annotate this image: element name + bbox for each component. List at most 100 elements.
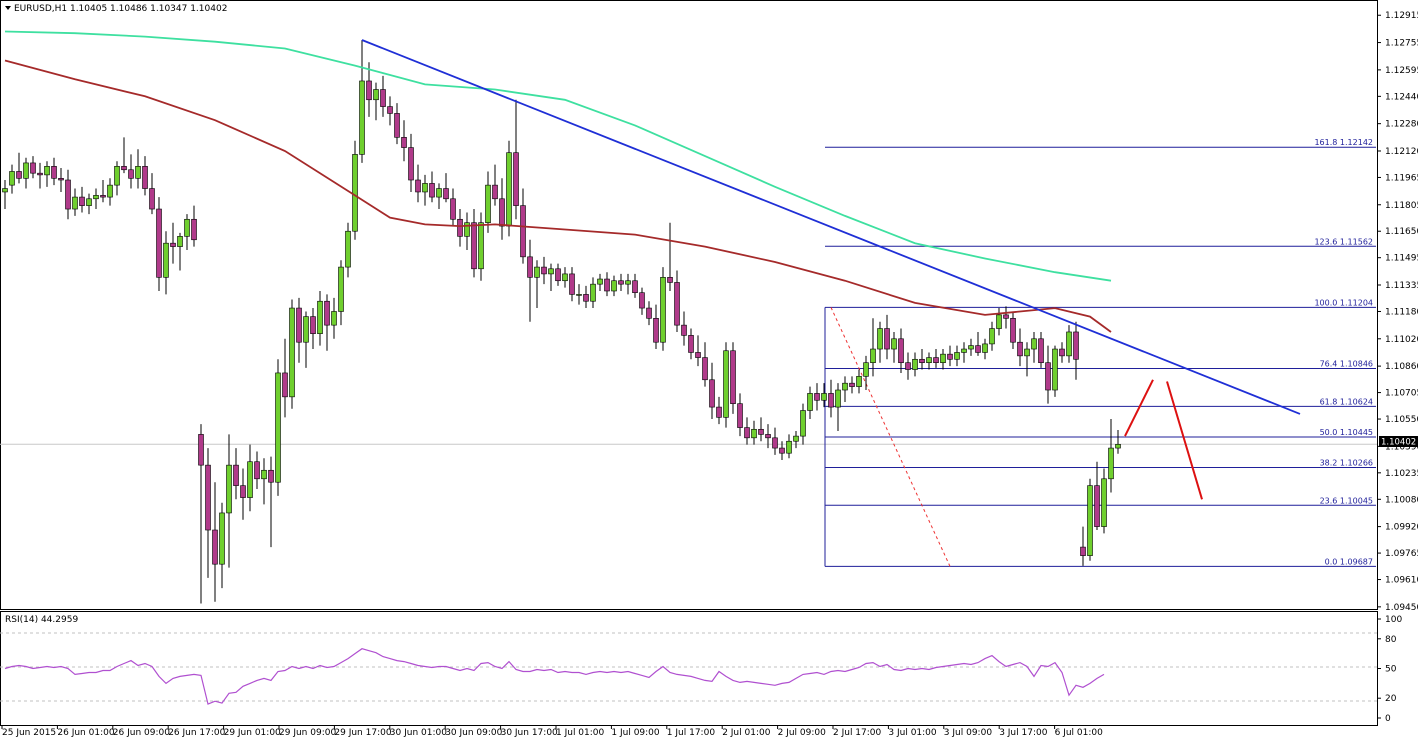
bull-candle — [163, 242, 169, 278]
bull-candle — [1087, 485, 1093, 556]
bear-candle — [569, 273, 575, 295]
bear-candle — [30, 162, 36, 174]
bear-candle — [240, 485, 246, 498]
bear-candle — [905, 362, 911, 370]
bull-candle — [1052, 348, 1058, 391]
bull-candle — [940, 353, 946, 363]
bear-candle — [429, 183, 435, 198]
bull-candle — [114, 166, 120, 186]
bear-candle — [541, 266, 547, 275]
bear-candle — [310, 316, 316, 334]
bull-candle — [184, 218, 190, 237]
date-tick-label: 25 Jun 2015 — [2, 728, 56, 738]
date-tick-label: 29 Jun 17:00 — [334, 728, 391, 738]
bull-candle — [576, 294, 582, 296]
rsi-header: RSI(14) 44.2959 — [5, 615, 78, 625]
bear-candle — [667, 277, 673, 283]
price-tick-label: 1.09920 — [1385, 523, 1418, 533]
bull-candle — [968, 345, 974, 350]
date-tick-label: 2 Jul 17:00 — [833, 728, 882, 738]
price-tick-label: 1.10705 — [1385, 389, 1418, 399]
bull-candle — [856, 376, 862, 387]
bull-candle — [534, 266, 540, 278]
bear-candle — [688, 335, 694, 353]
symbol-header: EURUSD,H1 1.10405 1.10486 1.10347 1.1040… — [14, 4, 227, 14]
bear-candle — [401, 137, 407, 148]
date-tick-label: 3 Jul 01:00 — [888, 728, 937, 738]
rsi-tick-label: 20 — [1385, 694, 1397, 704]
bearish-trendline — [361, 39, 1301, 415]
bear-candle — [254, 461, 260, 480]
bear-candle — [737, 403, 743, 428]
rsi-tick-label: 80 — [1385, 635, 1397, 645]
bear-candle — [16, 171, 22, 179]
bull-candle — [660, 277, 666, 343]
bear-candle — [1038, 338, 1044, 363]
bear-candle — [205, 464, 211, 531]
bull-candle — [331, 311, 337, 326]
bear-candle — [457, 218, 463, 237]
bear-candle — [513, 152, 519, 206]
bull-candle — [422, 183, 428, 193]
bear-candle — [65, 179, 71, 210]
bear-candle — [681, 324, 687, 336]
price-tick-label: 1.11180 — [1385, 307, 1418, 317]
bull-candle — [597, 278, 603, 285]
bear-candle — [702, 357, 708, 381]
bear-candle — [1045, 362, 1051, 391]
bear-candle — [653, 318, 659, 343]
bear-candle — [674, 282, 680, 326]
bear-candle — [618, 280, 624, 285]
price-tick-label: 1.12755 — [1385, 39, 1418, 49]
bull-candle — [359, 80, 365, 155]
bull-candle — [996, 314, 1002, 329]
bull-candle — [961, 348, 967, 353]
bull-candle — [793, 435, 799, 442]
rsi-line — [4, 648, 1105, 705]
date-tick-label: 2 Jul 09:00 — [778, 728, 827, 738]
bull-candle — [44, 166, 50, 176]
rsi-tick-label: 50 — [1385, 665, 1397, 675]
bear-candle — [79, 196, 85, 206]
bull-candle — [611, 280, 617, 292]
bear-candle — [604, 278, 610, 292]
fib-level-label: 38.2 1.10266 — [1320, 459, 1373, 468]
bull-candle — [261, 469, 267, 480]
bear-candle — [772, 437, 778, 449]
scenario-upleg — [1124, 379, 1154, 437]
bull-candle — [800, 410, 806, 437]
bull-candle — [982, 343, 988, 353]
bear-candle — [37, 172, 43, 176]
bear-candle — [765, 434, 771, 439]
bear-candle — [1073, 331, 1079, 360]
bear-candle — [415, 179, 421, 193]
price-tick-label: 1.11495 — [1385, 254, 1418, 264]
bear-candle — [555, 268, 561, 282]
fib-level-label: 23.6 1.10045 — [1320, 496, 1373, 505]
bull-candle — [135, 166, 141, 179]
bear-candle — [366, 80, 372, 101]
bear-candle — [387, 106, 393, 114]
bull-candle — [877, 328, 883, 350]
price-tick-label: 1.09765 — [1385, 549, 1418, 559]
price-tick-label: 1.10860 — [1385, 362, 1418, 372]
bull-candle — [891, 338, 897, 350]
bear-candle — [450, 198, 456, 220]
bull-candle — [1066, 331, 1072, 357]
date-tick-label: 30 Jun 09:00 — [445, 728, 502, 738]
price-tick-label: 1.11805 — [1385, 201, 1418, 211]
bear-candle — [527, 256, 533, 278]
bear-candle — [758, 428, 764, 435]
bear-candle — [730, 350, 736, 404]
price-tick-label: 1.12915 — [1385, 11, 1418, 21]
moving-average-fast — [4, 59, 1112, 333]
bear-candle — [149, 188, 155, 210]
bear-candle — [744, 427, 750, 439]
bear-candle — [975, 345, 981, 353]
bear-candle — [933, 357, 939, 363]
bull-candle — [9, 171, 15, 186]
dropdown-arrow-icon[interactable] — [5, 6, 11, 10]
bear-candle — [282, 372, 288, 398]
